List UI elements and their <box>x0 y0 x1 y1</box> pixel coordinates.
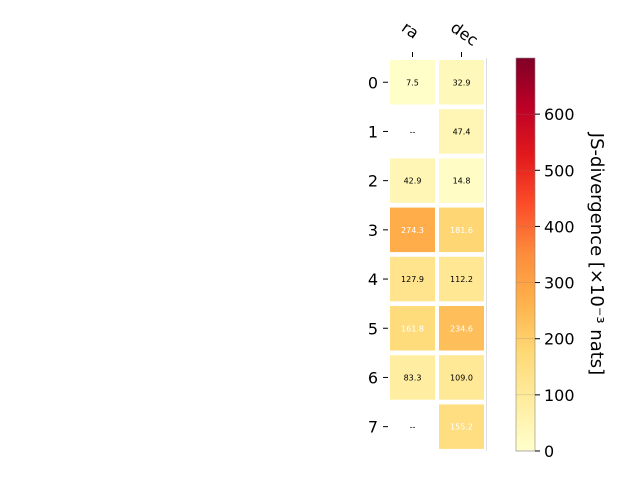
cell-value-label: 14.8 <box>453 177 471 186</box>
cell-value-label: 7.5 <box>406 78 419 87</box>
cell-value-label: 42.9 <box>404 177 422 186</box>
heatmap-cell <box>439 109 484 154</box>
cell-value-label: -- <box>410 423 416 432</box>
colorbar-label: JS-divergence [×10⁻³ nats] <box>586 132 607 375</box>
row-tick-label: 2 <box>368 172 378 191</box>
colorbar-tick-label: 500 <box>544 161 575 180</box>
colorbar-tick-label: 300 <box>544 274 575 293</box>
heatmap-cell <box>439 158 484 203</box>
row-tick-label: 3 <box>368 221 378 240</box>
row-tick-label: 5 <box>368 319 378 338</box>
row-tick-labels: 0 1 2 3 4 5 6 7 <box>368 73 388 437</box>
row-tick-label: 0 <box>368 73 378 92</box>
cell-value-label: 47.4 <box>453 127 471 136</box>
heatmap-cell <box>439 256 484 302</box>
cell-value-label: 32.9 <box>453 78 471 87</box>
heatmap-cell <box>439 404 484 449</box>
row-tick-label: 6 <box>368 368 378 387</box>
cell-value-label: 161.8 <box>401 324 424 333</box>
column-tick-labels: ra dec <box>398 18 482 57</box>
colorbar-tick-label: 0 <box>544 442 554 461</box>
colorbar-tick-label: 100 <box>544 386 575 405</box>
row-tick-label: 7 <box>368 418 378 437</box>
heatmap-cell <box>390 306 435 351</box>
cell-value-label: 112.2 <box>450 275 473 284</box>
heatmap-cell <box>390 60 435 105</box>
colorbar: 0 100 200 300 400 500 600 <box>515 57 575 461</box>
colorbar-tick-label: 200 <box>544 330 575 349</box>
row-tick-label: 1 <box>368 122 378 141</box>
heatmap-cell <box>439 60 484 105</box>
heatmap-cell <box>390 355 435 400</box>
colorbar-tick-label: 400 <box>544 217 575 236</box>
cell-value-label: 181.6 <box>450 226 473 235</box>
heatmap-cell <box>439 355 484 400</box>
heatmap-cells: 7.5 32.9 -- 47.4 42.9 14.8 274.3 181.6 127.9 112.… <box>390 58 487 451</box>
cell-value-label: 234.6 <box>450 324 473 333</box>
cell-value-label: 155.2 <box>450 423 473 432</box>
cell-value-label: -- <box>410 127 416 136</box>
cell-value-label: 127.9 <box>401 275 424 284</box>
heatmap-cell <box>390 256 435 302</box>
cell-value-label: 83.3 <box>404 373 422 382</box>
heatmap-cell <box>390 158 435 203</box>
column-tick-label: dec <box>447 18 481 50</box>
colorbar-gradient <box>515 57 536 452</box>
colorbar-tick-label: 600 <box>544 105 575 124</box>
heatmap-cell <box>439 207 484 253</box>
cell-value-label: 274.3 <box>401 226 424 235</box>
row-tick-label: 4 <box>368 270 378 289</box>
heatmap-cell <box>439 306 484 351</box>
cell-value-label: 109.0 <box>450 373 473 382</box>
heatmap-cell <box>390 207 435 253</box>
column-tick-label: ra <box>398 18 422 43</box>
